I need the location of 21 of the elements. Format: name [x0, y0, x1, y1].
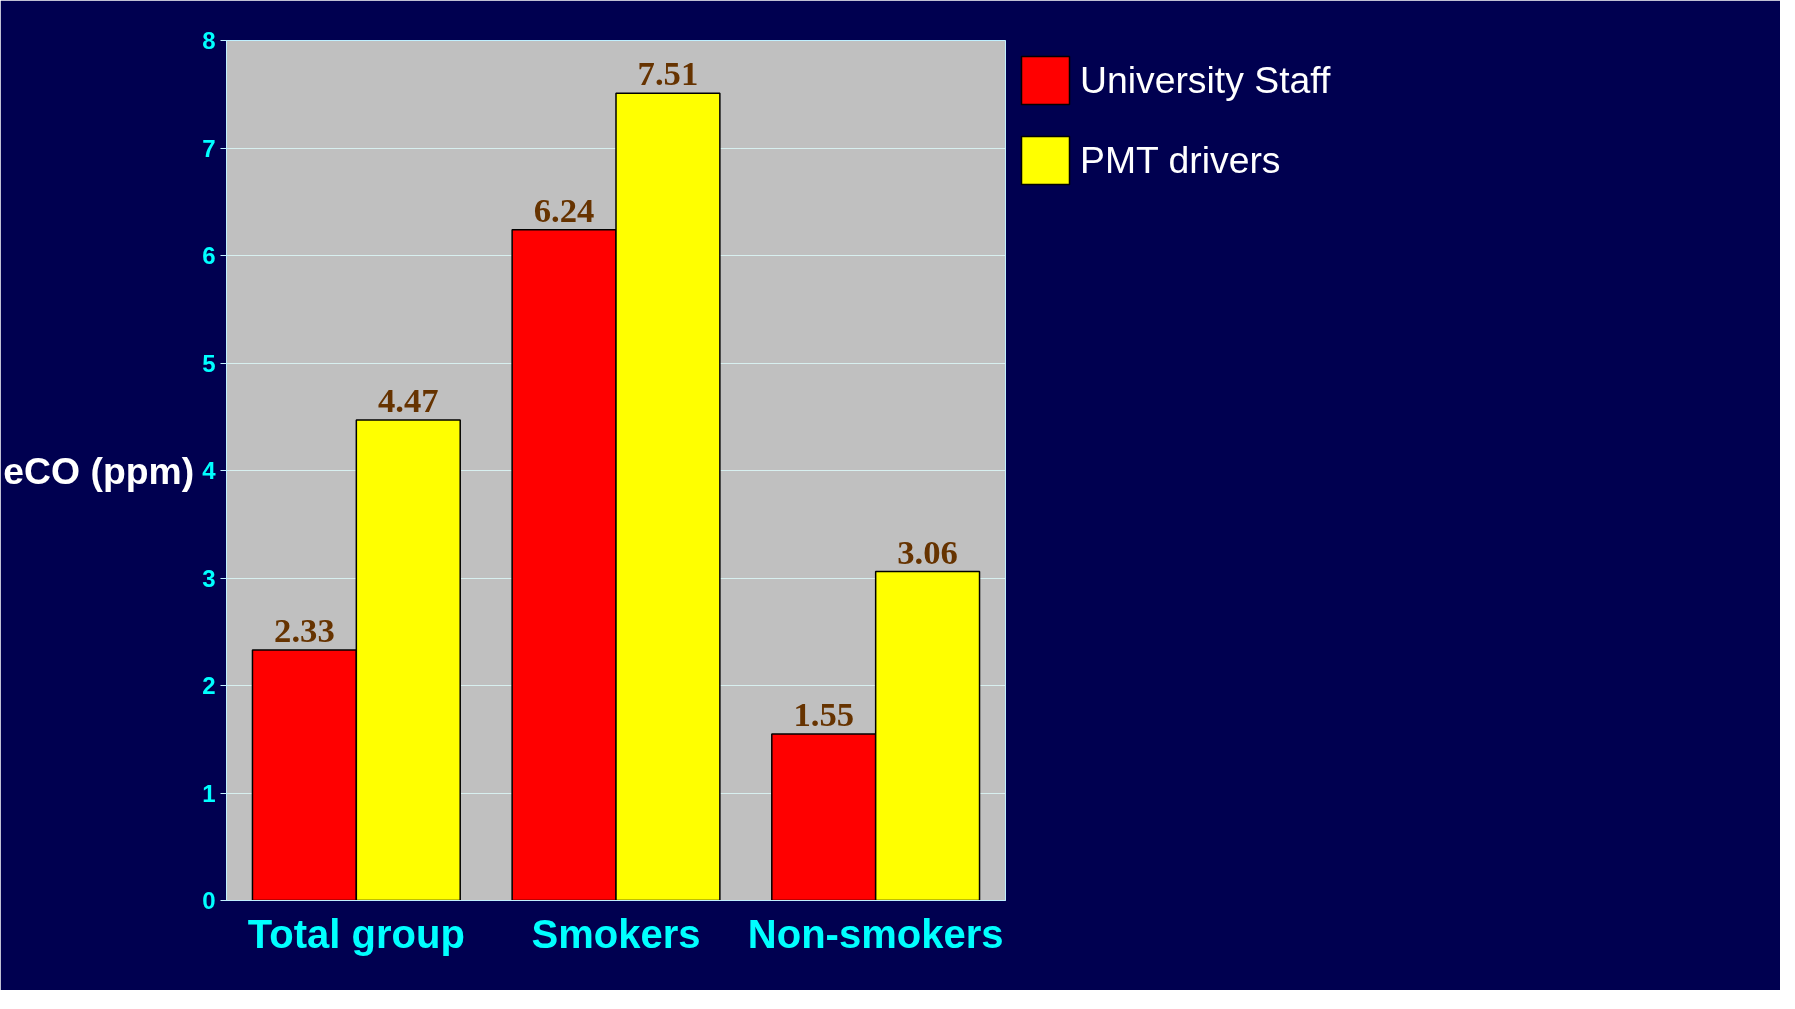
legend-label: PMT drivers [1080, 138, 1281, 182]
y-tick-label: 2 [202, 672, 216, 699]
y-tick-label: 1 [202, 779, 216, 807]
y-tick-label: 7 [202, 134, 216, 162]
legend-label: University Staff [1080, 58, 1331, 102]
y-tick-label: 5 [202, 349, 216, 377]
data-label: 7.51 [637, 54, 699, 93]
y-tick-label: 3 [202, 564, 216, 592]
y-tick-label: 4 [202, 457, 217, 484]
y-tick-label: 0 [202, 887, 216, 914]
y-tick-label: 6 [202, 242, 216, 269]
data-label: 4.47 [377, 380, 439, 419]
data-label: 3.06 [897, 532, 958, 571]
y-tick-label: 8 [202, 27, 216, 54]
y-axis-title: eCO (ppm) [3, 449, 195, 492]
x-tick-label: Total group [247, 911, 465, 956]
x-tick-label: Smokers [531, 911, 701, 956]
data-label: 6.24 [533, 190, 595, 229]
data-label: 1.55 [793, 694, 855, 733]
x-tick-label: Non-smokers [747, 911, 1004, 956]
data-label: 2.33 [274, 611, 335, 650]
